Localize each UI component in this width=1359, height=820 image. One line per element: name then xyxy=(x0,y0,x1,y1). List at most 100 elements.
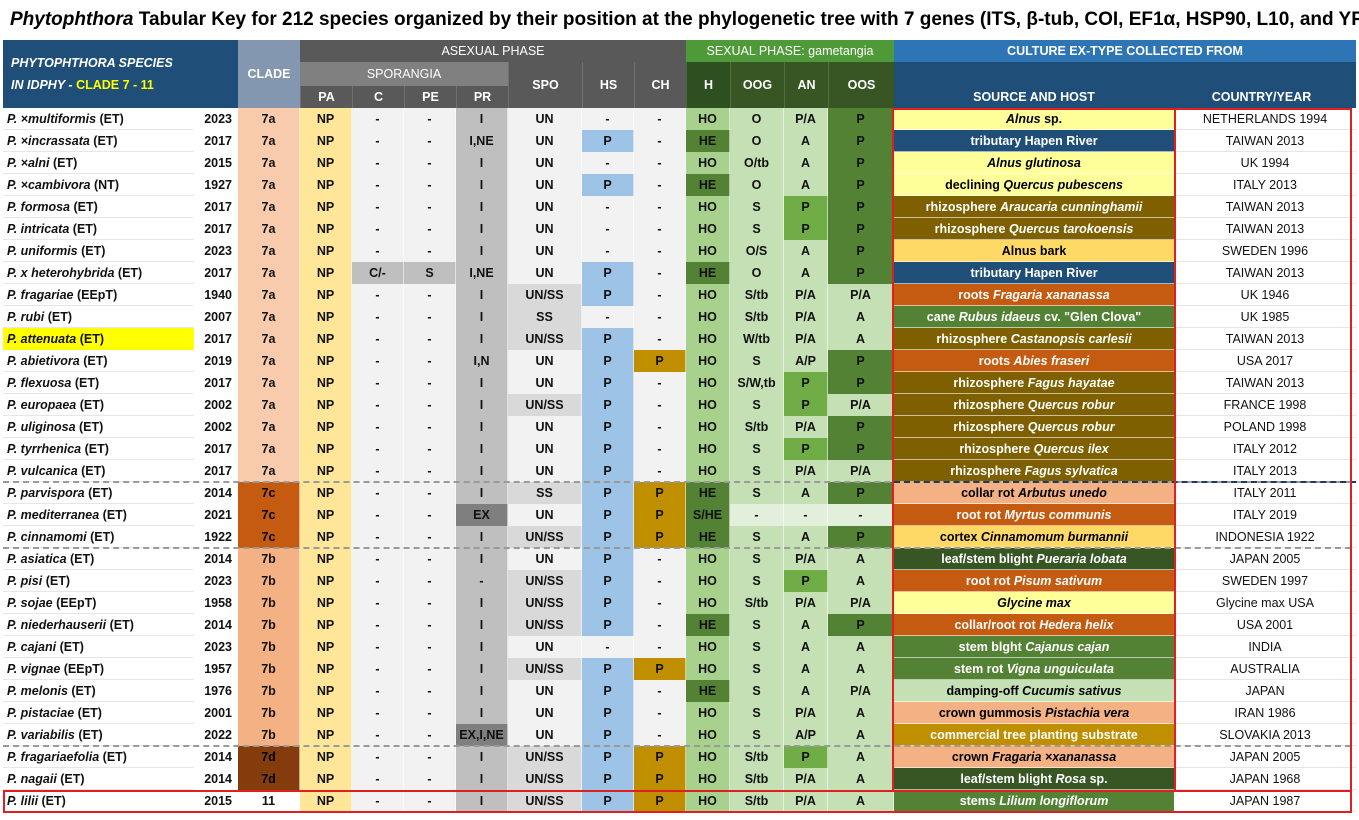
source-host: rhizosphere Quercus robur xyxy=(894,416,1174,438)
clade-cell: 7a xyxy=(238,328,300,350)
spo-cell: UN xyxy=(508,636,582,658)
clade-cell: 7d xyxy=(238,746,300,768)
pa-cell: NP xyxy=(300,130,352,152)
oog-cell: S xyxy=(730,526,784,548)
source-text: Cinnamomum burmannii xyxy=(980,529,1129,544)
oog-cell: S xyxy=(730,724,784,746)
c-cell: - xyxy=(352,438,404,460)
oog-cell: S/tb xyxy=(730,592,784,614)
country-year: TAIWAN 2013 xyxy=(1174,130,1356,152)
ch-cell: - xyxy=(634,130,686,152)
country-year: SWEDEN 1997 xyxy=(1174,570,1356,592)
year: 2014 xyxy=(204,618,232,632)
spo-cell: UN xyxy=(508,218,582,240)
type-tag: (ET) xyxy=(96,111,124,126)
pe-cell: - xyxy=(404,306,456,328)
source-text: crown xyxy=(951,749,993,764)
source-text: rhizosphere xyxy=(953,419,1028,434)
hs-cell: P xyxy=(582,790,634,812)
pa-cell: NP xyxy=(300,790,352,812)
year: 1927 xyxy=(204,178,232,192)
ch-cell: - xyxy=(634,548,686,570)
pa-cell: NP xyxy=(300,306,352,328)
sexual-phase-header: SEXUAL PHASE: gametangia xyxy=(686,40,894,62)
oos-cell: P xyxy=(828,174,894,196)
year: 2002 xyxy=(204,420,232,434)
pe-cell: - xyxy=(404,350,456,372)
type-tag: (ET) xyxy=(42,573,70,588)
clade-cell: 7a xyxy=(238,152,300,174)
year: 1958 xyxy=(204,596,232,610)
h-cell: HE xyxy=(686,526,730,548)
source-text: Pueraria lobata xyxy=(1036,551,1127,566)
pr-cell: I xyxy=(456,306,508,328)
c-cell: - xyxy=(352,460,404,482)
species-binomial: P. fragariae xyxy=(7,287,74,302)
species-binomial: P. abietivora xyxy=(7,353,80,368)
h-cell: HO xyxy=(686,438,730,460)
h-cell: HO xyxy=(686,284,730,306)
pa-cell: NP xyxy=(300,636,352,658)
species-name: P. intricata (ET) xyxy=(3,218,194,240)
type-tag: (ET) xyxy=(77,463,106,478)
pa-cell: NP xyxy=(300,240,352,262)
h-cell: HO xyxy=(686,724,730,746)
year: 2021 xyxy=(204,508,232,522)
c-cell: - xyxy=(352,504,404,526)
pr-column-header: PR xyxy=(456,86,508,108)
oos-cell: A xyxy=(828,790,894,812)
spo-cell: UN xyxy=(508,372,582,394)
h-cell: S/HE xyxy=(686,504,730,526)
h-cell: HE xyxy=(686,174,730,196)
year: 2017 xyxy=(204,376,232,390)
ch-cell: - xyxy=(634,438,686,460)
pe-cell: - xyxy=(404,284,456,306)
oos-cell: P xyxy=(828,526,894,548)
oog-cell: S xyxy=(730,482,784,504)
spo-cell: UN xyxy=(508,174,582,196)
year: 2001 xyxy=(204,706,232,720)
country-year: TAIWAN 2013 xyxy=(1174,372,1356,394)
spo-cell: UN xyxy=(508,548,582,570)
country-year: ITALY 2013 xyxy=(1174,174,1356,196)
ch-cell: - xyxy=(634,702,686,724)
species-binomial: P. fragariaefolia xyxy=(7,749,100,764)
h-cell: HO xyxy=(686,592,730,614)
an-cell: A xyxy=(784,240,828,262)
type-tag: (ET) xyxy=(71,375,100,390)
species-name: P. europaea (ET) xyxy=(3,394,194,416)
source-text: roots xyxy=(958,287,993,302)
clade-cell: 7a xyxy=(238,130,300,152)
spo-cell: UN xyxy=(508,438,582,460)
an-cell: P/A xyxy=(784,768,828,790)
clade-cell: 7b xyxy=(238,636,300,658)
an-cell: P xyxy=(784,746,828,768)
an-cell: A xyxy=(784,614,828,636)
c-cell: - xyxy=(352,724,404,746)
oog-cell: S xyxy=(730,702,784,724)
h-cell: HO xyxy=(686,636,730,658)
h-cell: HO xyxy=(686,702,730,724)
species-binomial: P. lilii xyxy=(7,793,39,808)
type-tag: (ET) xyxy=(76,397,105,412)
an-column-header: AN xyxy=(784,62,828,108)
source-text: Alnus bark xyxy=(1001,243,1067,258)
pa-cell: NP xyxy=(300,328,352,350)
spo-cell: UN xyxy=(508,108,582,130)
c-cell: - xyxy=(352,614,404,636)
source-text: Quercus pubescens xyxy=(1003,177,1123,192)
year: 2023 xyxy=(204,574,232,588)
source-text: crown gummosis xyxy=(938,705,1046,720)
species-binomial: P. pistaciae xyxy=(7,705,75,720)
pe-cell: - xyxy=(404,746,456,768)
pr-cell: I xyxy=(456,174,508,196)
hs-cell: - xyxy=(582,108,634,130)
type-tag: (ET) xyxy=(49,155,78,170)
clade-cell: 7a xyxy=(238,196,300,218)
country-year: INDONESIA 1922 xyxy=(1174,526,1356,548)
hs-cell: P xyxy=(582,548,634,570)
clade-separator xyxy=(3,481,1351,483)
oos-cell: P xyxy=(828,438,894,460)
h-cell: HO xyxy=(686,240,730,262)
pa-cell: NP xyxy=(300,196,352,218)
